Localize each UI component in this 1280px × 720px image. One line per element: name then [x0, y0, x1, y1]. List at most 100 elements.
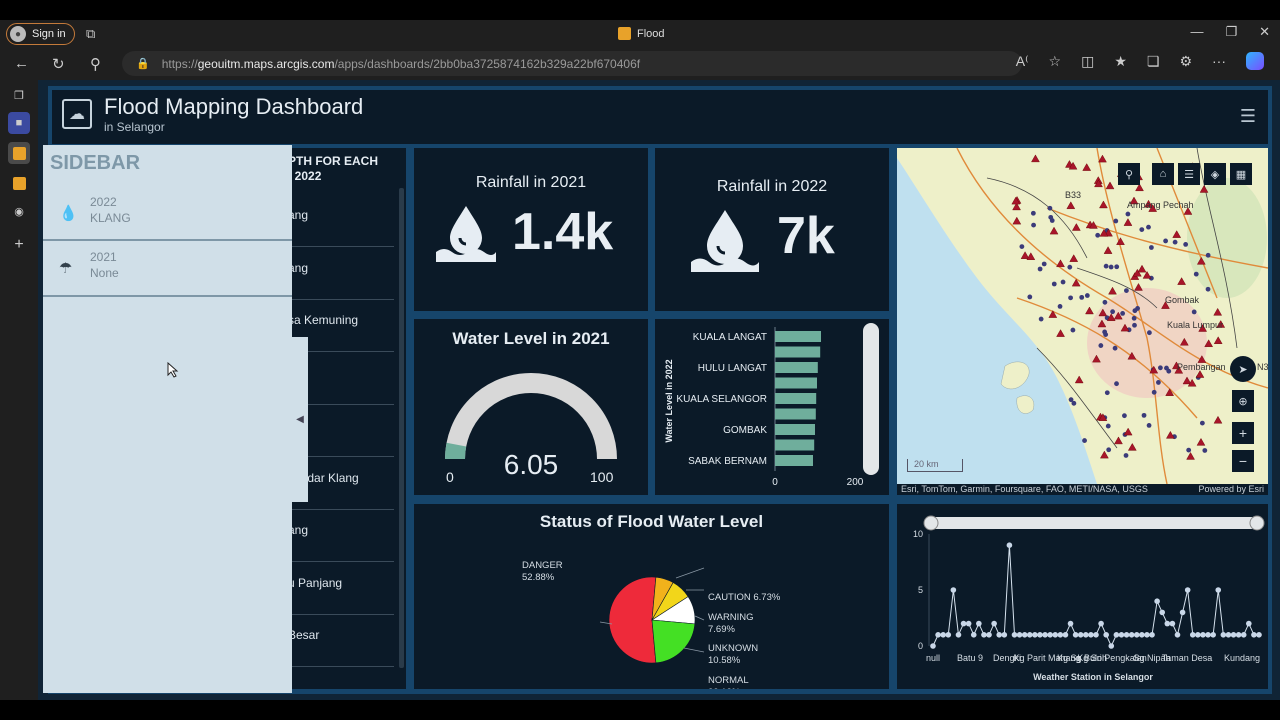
list-item[interactable]: u Panjang [288, 575, 343, 590]
water-level-icon [436, 206, 496, 262]
sidebar-item-2021[interactable]: ☂ 2021 None [43, 241, 292, 295]
sidebar-collapse-handle[interactable]: ◀ [292, 337, 308, 502]
favorites-icon[interactable]: ★ [1114, 52, 1127, 69]
refresh-icon[interactable]: ↻ [52, 56, 65, 73]
line-point [981, 632, 987, 638]
rainfall-2021-card: Rainfall in 2021 1.4k [414, 148, 648, 311]
line-point [1088, 632, 1094, 638]
map-flood-marker [1012, 202, 1021, 211]
map-basemap-icon[interactable]: ▦ [1230, 163, 1252, 185]
map-station-point [1105, 423, 1111, 429]
powered-by-esri: Powered by Esri [1198, 484, 1264, 494]
line-point [1016, 632, 1023, 638]
pie-title: Status of Flood Water Level [539, 512, 764, 531]
new-tab-icon[interactable]: + [14, 236, 24, 253]
map-flood-marker [1069, 254, 1079, 262]
line-y-tick-label: 10 [913, 529, 923, 539]
pie-percent-label: 52.88% [522, 572, 555, 583]
map-station-point [1067, 264, 1073, 270]
list-item[interactable]: ang [288, 260, 309, 275]
map-flood-marker [1108, 286, 1117, 295]
minimize-icon[interactable]: — [1190, 24, 1204, 39]
map-station-point [1146, 422, 1152, 428]
line-point [1139, 632, 1145, 638]
map-station-point [1110, 309, 1116, 315]
list-item[interactable]: sa Kemuning [288, 313, 359, 327]
map-station-point [1103, 263, 1109, 269]
map-station-point [1104, 390, 1110, 396]
line-x-tick-label: Kg Sri Pengkalan [1077, 653, 1147, 663]
map-flood-marker [1196, 437, 1206, 446]
line-point [1256, 632, 1262, 638]
map-flood-marker [1137, 264, 1147, 273]
app-tab-icon[interactable]: ◉ [14, 205, 24, 218]
pie-slice [608, 576, 657, 664]
flood-map[interactable]: Ampang Pechah Gombak Kuala Lumpur Pembangan… [897, 148, 1268, 484]
gauge-min: 0 [446, 469, 454, 485]
collections-icon[interactable]: ❏ [1146, 52, 1160, 69]
map-place-label: Gombak [1165, 295, 1200, 305]
list-item[interactable]: Besar [288, 628, 320, 642]
line-x-tick-label: Taman Desa [1162, 653, 1213, 663]
map-flood-marker [1048, 310, 1058, 318]
line-point [930, 643, 936, 649]
map-road [1016, 297, 1198, 419]
favorite-star-icon[interactable]: ☆ [1048, 52, 1062, 69]
extensions-icon[interactable]: ⚙ [1179, 52, 1192, 69]
map-flood-marker [1213, 415, 1223, 424]
flood-tab-icon[interactable] [8, 142, 30, 164]
map-flood-marker [1123, 427, 1133, 436]
map-legend-icon[interactable]: ☰ [1178, 163, 1200, 185]
rain-cloud-icon: ☂ [59, 260, 73, 277]
line-point [935, 632, 941, 638]
close-icon[interactable]: ✕ [1259, 24, 1270, 39]
list-scrollbar[interactable] [399, 188, 404, 668]
workspaces-icon[interactable]: ⧉ [86, 26, 96, 41]
tab-actions-icon[interactable]: ❐ [14, 89, 24, 102]
favicon-icon [618, 27, 631, 40]
sidebar-item-2022[interactable]: 💧 2022 KLANG [43, 186, 292, 240]
list-item[interactable]: ang [288, 523, 309, 537]
map-flood-marker [1113, 311, 1123, 320]
line-point [1057, 632, 1064, 638]
compass-icon[interactable]: ➤ [1230, 356, 1256, 382]
bar-chart-scrollbar[interactable] [863, 323, 879, 475]
teams-tab-icon[interactable]: ■ [8, 112, 30, 134]
map-flood-marker [1165, 388, 1174, 396]
sign-in-button[interactable]: ● Sign in [6, 23, 75, 45]
zoom-in-icon[interactable]: + [1232, 422, 1254, 444]
zoom-out-icon[interactable]: − [1232, 450, 1254, 472]
line-point [1123, 632, 1130, 638]
line-x-tick-label: Sg Nipah [1133, 653, 1170, 663]
copilot-icon[interactable] [1246, 52, 1264, 70]
locate-icon[interactable]: ⊕ [1232, 390, 1254, 412]
url-input[interactable]: 🔒 https://geouitm.maps.arcgis.com/apps/d… [122, 51, 1022, 76]
map-flood-marker [1072, 223, 1081, 231]
back-icon[interactable]: ← [14, 55, 29, 72]
split-screen-icon[interactable]: ◫ [1081, 52, 1095, 69]
map-place-label: Ampang Pechah [1127, 200, 1194, 210]
map-flood-marker [1011, 196, 1021, 205]
line-point [960, 620, 967, 627]
map-layers-icon[interactable]: ◈ [1204, 163, 1226, 185]
bar [775, 439, 815, 451]
map-flood-marker [1120, 323, 1130, 332]
read-aloud-icon[interactable]: A⁽ [1015, 52, 1029, 69]
bar-category-label: GOMBAK [723, 425, 767, 436]
restore-icon[interactable]: ❐ [1225, 24, 1238, 39]
more-icon[interactable]: ··· [1212, 53, 1226, 69]
map-flood-marker [1135, 183, 1144, 192]
flood-map-panel: Ampang Pechah Gombak Kuala Lumpur Pembangan… [897, 148, 1268, 495]
map-flood-marker [1216, 320, 1226, 328]
list-item[interactable]: ang [288, 208, 309, 222]
map-search-icon[interactable]: ⚲ [1118, 163, 1140, 185]
search-icon[interactable]: ⚲ [90, 56, 101, 73]
arcgis-tab-icon[interactable] [8, 172, 30, 194]
map-station-point [1156, 380, 1161, 385]
gauge-fill [445, 442, 467, 460]
map-station-point [1048, 214, 1054, 220]
pie-percent-label: 22.12% [708, 687, 741, 689]
menu-icon[interactable]: ☰ [1239, 106, 1256, 126]
map-home-icon[interactable]: ⌂ [1152, 163, 1174, 185]
map-road [1046, 207, 1268, 269]
